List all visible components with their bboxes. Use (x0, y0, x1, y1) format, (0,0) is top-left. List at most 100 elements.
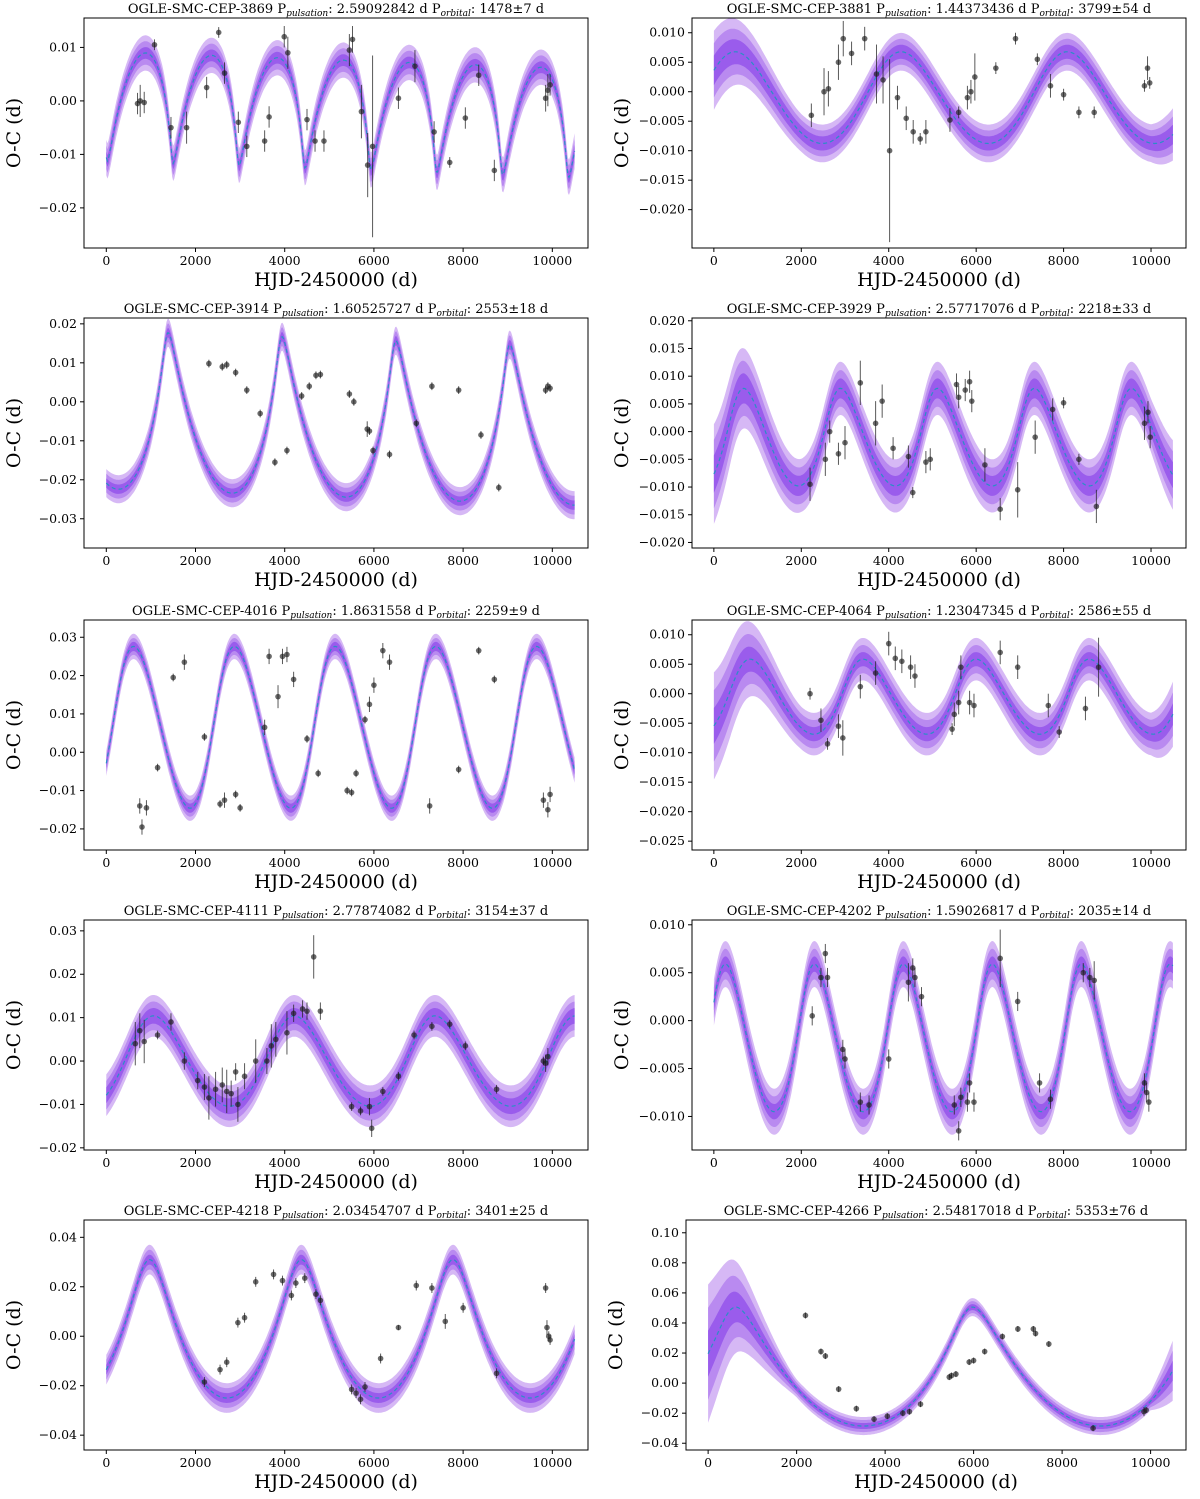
y-tick-label: −0.02 (39, 1378, 77, 1393)
data-point (1141, 1073, 1148, 1093)
data-point (284, 1011, 290, 1055)
x-tick-label: 2000 (180, 253, 212, 268)
model-band-outer (713, 621, 1173, 780)
data-point (848, 41, 855, 66)
data-point (842, 426, 848, 460)
data-point (1145, 401, 1151, 424)
point-marker (1060, 91, 1067, 98)
data-point (170, 673, 177, 682)
x-tick-label: 6000 (960, 855, 992, 870)
point-marker (141, 1038, 148, 1045)
point-marker (818, 974, 824, 981)
data-point (306, 382, 313, 391)
data-point (1143, 1082, 1150, 1103)
title-pulsation-value: : 1.8631558 d P (332, 604, 436, 619)
data-point (491, 675, 498, 684)
point-marker (290, 676, 297, 683)
y-tick-label: 0.00 (651, 1375, 679, 1390)
chart-title: OGLE-SMC-CEP-3869 Ppulsation: 2.59092842… (128, 2, 544, 19)
point-marker (997, 649, 1004, 656)
title-pulsation-subscript: pulsation (282, 911, 324, 921)
model-band-inner (713, 646, 1173, 744)
y-axis-label: O-C (d) (3, 700, 25, 770)
data-point (232, 1063, 239, 1081)
point-marker (545, 806, 551, 813)
point-marker (1091, 977, 1097, 984)
data-point (927, 448, 934, 471)
point-marker (948, 1372, 955, 1379)
data-point (808, 103, 815, 128)
point-marker (462, 115, 469, 121)
point-marker (358, 108, 365, 115)
y-tick-label: 0.08 (651, 1255, 679, 1270)
data-point (894, 85, 901, 110)
data-point (923, 451, 929, 474)
data-point (822, 442, 829, 476)
chart-title: OGLE-SMC-CEP-4202 Ppulsation: 1.59026817… (727, 904, 1151, 921)
title-orbital-value: : 5353±76 d (1067, 1204, 1149, 1219)
point-marker (366, 428, 373, 434)
data-point (493, 1368, 500, 1379)
y-tick-label: 0.01 (49, 355, 77, 370)
title-orbital-value: : 2259±9 d (467, 604, 540, 619)
data-point (304, 735, 310, 743)
data-point (362, 715, 368, 724)
point-marker (462, 1043, 469, 1049)
model-group (713, 621, 1174, 780)
point-marker (857, 1099, 864, 1105)
title-pulsation-value: : 1.59026817 d P (927, 904, 1040, 919)
point-marker (866, 1102, 872, 1108)
title-star-name: OGLE-SMC-CEP-4064 P (727, 604, 885, 619)
model-curve (105, 645, 576, 809)
point-marker (958, 1094, 964, 1101)
point-marker (1014, 664, 1021, 670)
data-point (1030, 1325, 1037, 1332)
data-point (304, 108, 310, 131)
data-point (353, 769, 359, 778)
title-star-name: OGLE-SMC-CEP-4218 P (124, 1204, 282, 1219)
y-tick-label: −0.005 (639, 451, 685, 466)
x-tick-label: 10000 (1131, 553, 1171, 568)
point-marker (212, 1086, 219, 1093)
x-tick-label: 10000 (532, 1455, 572, 1470)
data-point (912, 664, 918, 688)
point-marker (304, 736, 310, 742)
data-point (966, 1073, 973, 1093)
point-marker (822, 1353, 829, 1359)
point-marker (151, 41, 158, 48)
data-point (168, 1013, 174, 1031)
data-point (243, 135, 250, 158)
y-tick-label: 0.010 (649, 627, 685, 642)
y-tick-label: 0.00 (49, 93, 77, 108)
data-point (1087, 967, 1093, 988)
data-point (899, 649, 905, 674)
point-marker (966, 378, 973, 385)
data-point (228, 1080, 234, 1107)
data-point (446, 1019, 453, 1029)
x-tick-label: 10000 (532, 253, 572, 268)
oc-panel: OGLE-SMC-CEP-3869 Ppulsation: 2.59092842… (3, 2, 589, 291)
data-point (257, 409, 263, 418)
y-tick-label: 0.04 (49, 1229, 77, 1244)
model-curve (713, 658, 1174, 735)
point-marker (154, 764, 161, 771)
data-point (279, 1275, 286, 1286)
y-tick-label: 0.000 (649, 84, 685, 99)
point-marker (349, 36, 356, 43)
x-tick-label: 10000 (532, 855, 572, 870)
data-point (344, 786, 350, 795)
y-tick-label: −0.010 (639, 143, 685, 158)
point-marker (371, 682, 377, 688)
chart-title: OGLE-SMC-CEP-3881 Ppulsation: 1.44373436… (727, 2, 1151, 19)
data-point (364, 133, 371, 198)
y-tick-label: −0.005 (639, 715, 685, 730)
oc-panel: OGLE-SMC-CEP-3881 Ppulsation: 1.44373436… (611, 2, 1187, 291)
data-point (353, 1388, 359, 1399)
data-point (168, 116, 174, 139)
y-tick-label: 0.00 (49, 1053, 77, 1068)
data-point (386, 654, 393, 670)
data-point (1060, 397, 1067, 409)
data-point (955, 106, 962, 119)
x-tick-label: 6000 (960, 1155, 992, 1170)
title-pulsation-value: : 2.03454707 d P (324, 1204, 437, 1219)
